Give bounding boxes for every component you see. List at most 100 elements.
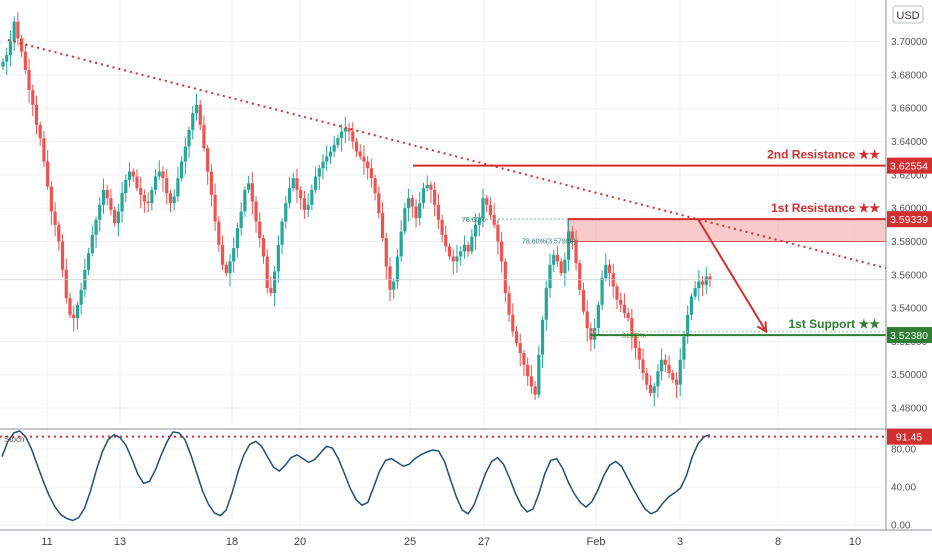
candle-body <box>284 203 288 222</box>
candle-body <box>295 178 299 190</box>
candle-body <box>522 353 526 365</box>
candle-body <box>202 124 206 149</box>
candle-body <box>343 128 347 132</box>
candle-body <box>589 328 593 340</box>
candle-body <box>72 314 76 319</box>
osc-tick-label: 40.00 <box>891 483 916 494</box>
x-tick-label: 13 <box>114 536 126 548</box>
candle-body <box>302 198 307 210</box>
price-tag <box>887 327 932 344</box>
candle-body <box>503 261 507 294</box>
candle-body <box>60 241 65 270</box>
currency-badge[interactable]: USD <box>892 5 924 24</box>
candle-body <box>526 364 530 377</box>
candle-body <box>161 171 165 179</box>
candle-body <box>276 244 280 272</box>
candle-body <box>124 179 128 194</box>
candle-body <box>135 176 139 189</box>
candle-body <box>641 359 645 374</box>
candle-body <box>354 141 359 152</box>
candle-body <box>209 171 213 195</box>
candle-body <box>57 224 61 242</box>
candle-body <box>325 156 329 162</box>
trendline <box>7 39 887 270</box>
candle-body <box>630 318 634 337</box>
y-tick-label: 3.54000 <box>891 304 928 315</box>
y-tick-label: 3.66000 <box>891 104 928 115</box>
candle-body <box>477 218 481 225</box>
candle-body <box>8 41 13 55</box>
candle-body <box>101 189 106 205</box>
x-tick-label: 20 <box>294 536 306 548</box>
candle-body <box>615 286 619 300</box>
candle-body <box>671 373 675 380</box>
candle-body <box>53 211 57 225</box>
candle-body <box>604 264 608 279</box>
resistance-zone-box <box>567 218 887 242</box>
candle-body <box>373 178 377 194</box>
price-tags: 3.62554 3.59339 3.52380 91.45 <box>887 157 932 445</box>
candle-body <box>191 113 195 130</box>
candle-body <box>120 193 124 212</box>
candle-body <box>656 371 660 387</box>
level-label: 1st Resistance ★★ <box>771 201 880 215</box>
candles <box>1 12 712 407</box>
candle-body <box>16 21 20 39</box>
candle-body <box>250 183 254 202</box>
candle-body <box>246 183 251 190</box>
forecast-arrow-head <box>756 321 768 334</box>
candle-body <box>187 129 191 147</box>
candle-body <box>31 89 35 105</box>
currency-label: USD <box>896 10 919 22</box>
y-tick-label: 3.50000 <box>891 370 928 381</box>
candle-body <box>165 178 169 194</box>
candle-body <box>570 231 574 240</box>
candle-body <box>12 21 16 42</box>
candle-body <box>243 189 247 212</box>
candle-body <box>254 201 258 222</box>
candle-body <box>332 144 336 152</box>
candle-body <box>626 313 630 319</box>
candle-body <box>46 161 50 187</box>
candle-body <box>1 61 5 67</box>
candle-body <box>153 176 158 190</box>
price-tag <box>887 157 932 174</box>
fib-label: 61.80% <box>622 333 646 340</box>
candle-body <box>328 151 333 157</box>
x-tick-label: 27 <box>478 536 490 548</box>
candle-body <box>269 288 273 294</box>
stoch-line <box>1 430 711 522</box>
candle-body <box>421 188 426 204</box>
osc-tick-label: 80.00 <box>891 445 916 456</box>
candle-body <box>555 254 560 262</box>
candle-body <box>704 276 708 285</box>
candle-body <box>593 328 597 340</box>
candle-body <box>686 314 690 337</box>
candle-body <box>23 51 27 70</box>
candle-body <box>313 176 318 190</box>
candle-body <box>518 343 522 354</box>
candle-body <box>440 219 444 235</box>
level-label: 1st Support ★★ <box>788 317 880 331</box>
candle-body <box>194 104 199 114</box>
candle-body <box>418 203 422 219</box>
candle-body <box>86 253 91 270</box>
candle-body <box>537 354 541 395</box>
candle-body <box>697 281 701 289</box>
candle-body <box>533 386 537 395</box>
level-label: 2nd Resistance ★★ <box>767 148 880 162</box>
candle-body <box>529 376 533 387</box>
candle-body <box>265 256 269 289</box>
candle-body <box>552 254 556 265</box>
grid <box>0 0 886 530</box>
candle-body <box>139 188 143 195</box>
candle-body <box>581 289 586 312</box>
candle-body <box>425 184 429 189</box>
candle-body <box>708 276 712 280</box>
candle-body <box>358 151 362 157</box>
candle-body <box>347 128 351 132</box>
candle-body <box>340 131 344 139</box>
